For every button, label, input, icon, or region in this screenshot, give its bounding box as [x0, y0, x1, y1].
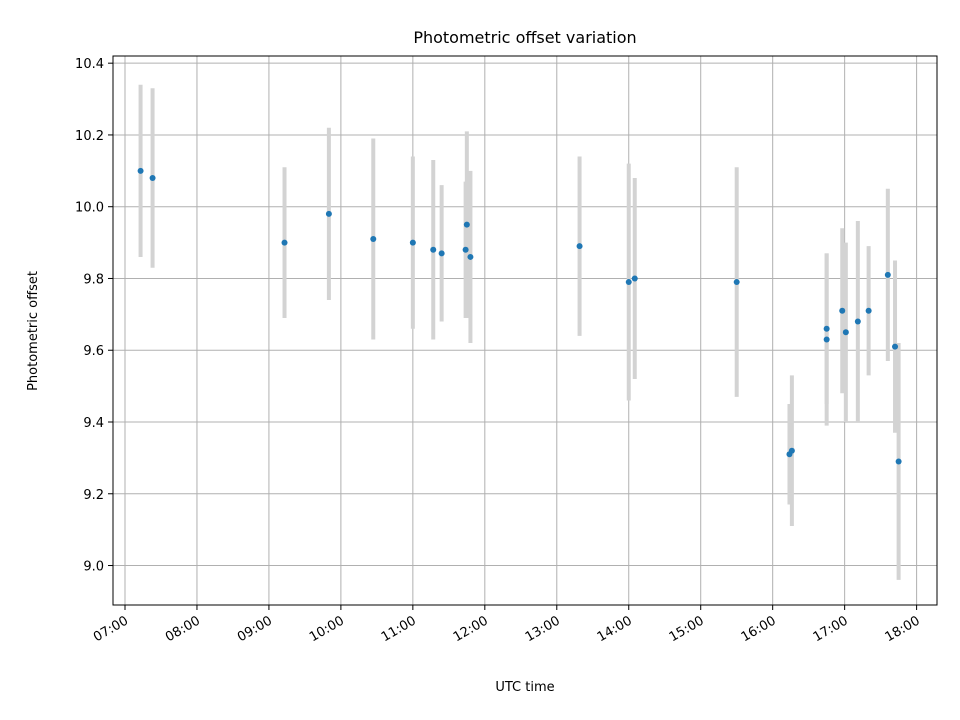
- data-point: [788, 447, 795, 454]
- x-tick-label: 15:00: [667, 613, 707, 645]
- data-point: [631, 275, 638, 282]
- error-bars: [138, 84, 901, 580]
- y-axis-ticks: 9.0 9.2 9.4 9.6 9.8 10.0 10.2 10.4: [75, 57, 113, 575]
- x-tick-label: 11:00: [379, 613, 419, 645]
- data-point: [895, 458, 902, 465]
- y-tick-label: 10.4: [75, 57, 104, 72]
- data-point: [325, 210, 332, 217]
- x-tick-label: 14:00: [595, 613, 635, 645]
- chart-title: Photometric offset variation: [413, 28, 636, 47]
- y-tick-label: 10.0: [75, 201, 104, 216]
- data-points: [137, 167, 902, 465]
- x-axis-label: UTC time: [495, 680, 554, 695]
- x-axis-ticks: 07:00 08:00 09:00 10:00 11:00 12:00 13:00 14:00…: [91, 605, 923, 645]
- x-tick-label: 08:00: [163, 613, 203, 645]
- y-tick-label: 9.6: [83, 344, 104, 359]
- x-tick-label: 17:00: [811, 613, 851, 645]
- data-point: [462, 246, 469, 253]
- data-point: [281, 239, 288, 246]
- y-tick-label: 10.2: [75, 129, 104, 144]
- data-point: [823, 325, 830, 332]
- grid: [113, 56, 937, 605]
- data-point: [884, 271, 891, 278]
- y-tick-label: 9.8: [83, 272, 104, 287]
- data-point: [733, 279, 740, 286]
- data-point: [576, 243, 583, 250]
- data-point: [625, 279, 632, 286]
- x-tick-label: 12:00: [451, 613, 491, 645]
- x-tick-label: 09:00: [235, 613, 275, 645]
- x-tick-label: 16:00: [739, 613, 779, 645]
- data-point: [842, 329, 849, 336]
- data-point: [467, 253, 474, 260]
- x-tick-label: 13:00: [523, 613, 563, 645]
- data-point: [149, 175, 156, 181]
- y-tick-label: 9.0: [83, 560, 104, 575]
- data-point: [409, 239, 416, 246]
- data-point: [839, 307, 846, 314]
- y-tick-label: 9.4: [83, 416, 104, 431]
- data-point: [854, 318, 861, 325]
- y-tick-label: 9.2: [83, 488, 104, 503]
- data-point: [463, 221, 470, 228]
- data-point: [137, 167, 144, 174]
- x-tick-label: 18:00: [883, 613, 923, 645]
- x-tick-label: 07:00: [91, 613, 131, 645]
- plot-frame: [112, 55, 938, 606]
- data-point: [865, 307, 872, 314]
- y-axis-label: Photometric offset: [26, 271, 41, 391]
- data-point: [438, 250, 445, 257]
- data-point: [823, 336, 830, 343]
- data-point: [370, 236, 377, 242]
- data-point: [892, 343, 899, 350]
- data-point: [430, 246, 437, 253]
- x-tick-label: 10:00: [307, 613, 347, 645]
